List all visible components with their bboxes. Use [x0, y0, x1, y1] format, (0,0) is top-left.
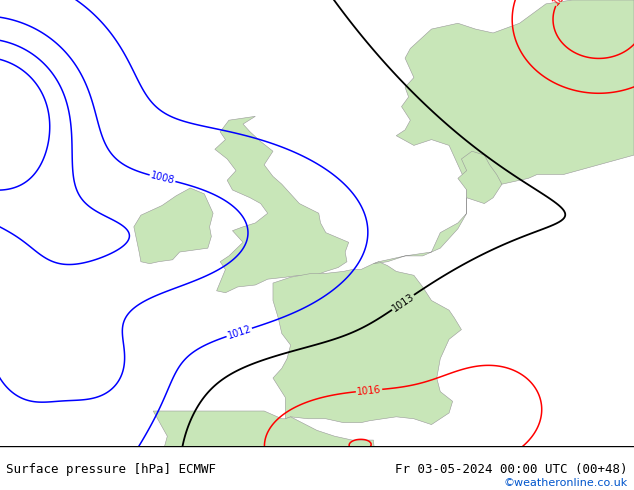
- Polygon shape: [273, 262, 462, 424]
- Polygon shape: [396, 0, 634, 198]
- Polygon shape: [134, 188, 213, 264]
- Polygon shape: [458, 151, 502, 203]
- Text: Fr 03-05-2024 00:00 UTC (00+48): Fr 03-05-2024 00:00 UTC (00+48): [395, 463, 628, 476]
- Polygon shape: [150, 411, 375, 490]
- Text: 1020: 1020: [551, 0, 575, 7]
- Text: 1012: 1012: [226, 324, 252, 341]
- Polygon shape: [373, 198, 467, 264]
- Text: 1016: 1016: [356, 384, 382, 396]
- Text: 1013: 1013: [390, 292, 416, 314]
- Text: ©weatheronline.co.uk: ©weatheronline.co.uk: [503, 478, 628, 488]
- Polygon shape: [215, 116, 349, 293]
- Text: 1008: 1008: [150, 171, 176, 186]
- Text: Surface pressure [hPa] ECMWF: Surface pressure [hPa] ECMWF: [6, 463, 216, 476]
